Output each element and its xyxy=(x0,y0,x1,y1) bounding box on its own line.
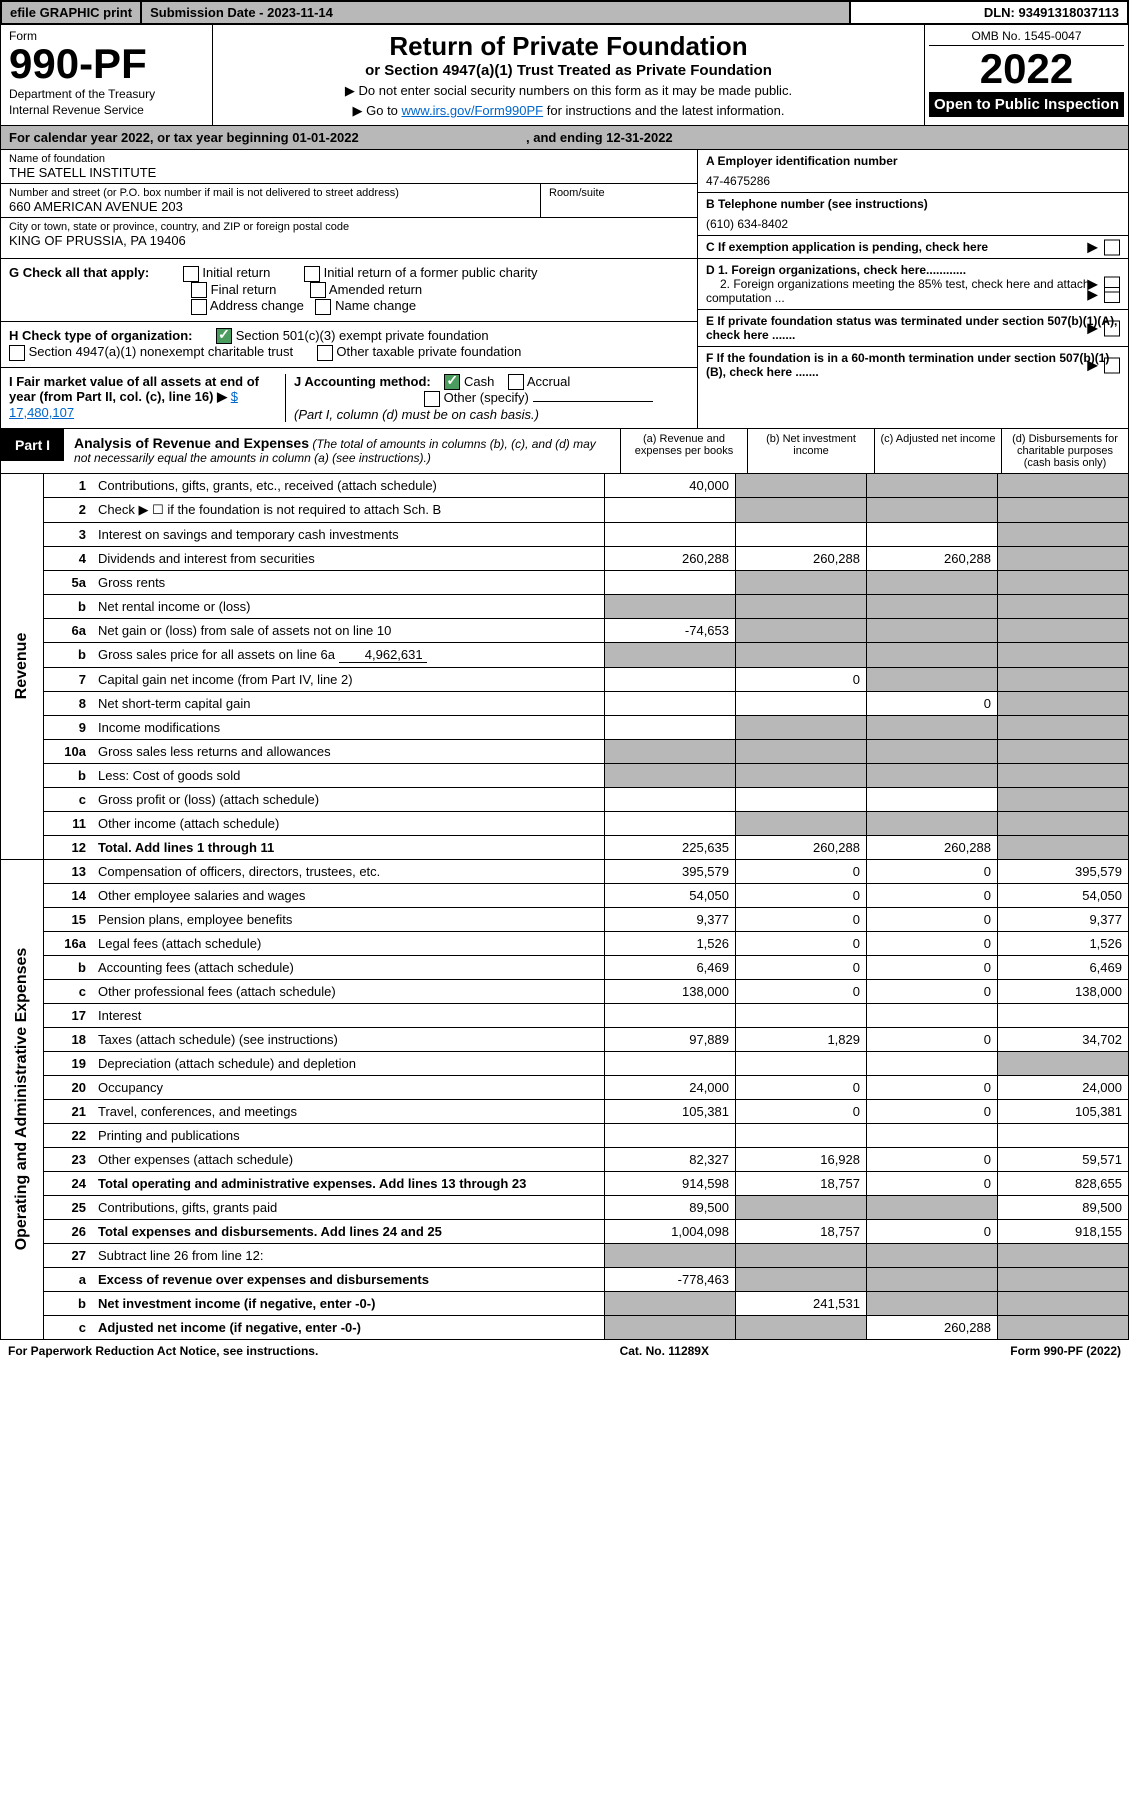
table-row: 16aLegal fees (attach schedule)1,526001,… xyxy=(1,931,1129,955)
arrow-icon: ▶ xyxy=(1087,239,1098,256)
table-row: bGross sales price for all assets on lin… xyxy=(1,642,1129,667)
table-row: 18Taxes (attach schedule) (see instructi… xyxy=(1,1027,1129,1051)
footer-mid: Cat. No. 11289X xyxy=(620,1344,709,1358)
checkbox-c[interactable] xyxy=(1104,239,1120,255)
city-row: City or town, state or province, country… xyxy=(1,218,697,251)
table-row: 2Check ▶ ☐ if the foundation is not requ… xyxy=(1,497,1129,522)
table-row: cGross profit or (loss) (attach schedule… xyxy=(1,787,1129,811)
table-row: 4Dividends and interest from securities2… xyxy=(1,546,1129,570)
box-e: E If private foundation status was termi… xyxy=(698,310,1128,347)
instr-link: ▶ Go to www.irs.gov/Form990PF for instru… xyxy=(219,103,918,119)
checkbox-final[interactable] xyxy=(191,282,207,298)
page-footer: For Paperwork Reduction Act Notice, see … xyxy=(0,1340,1129,1362)
g-row: G Check all that apply: Initial return I… xyxy=(1,259,697,322)
address-row: Number and street (or P.O. box number if… xyxy=(1,184,697,218)
table-row: bNet rental income or (loss) xyxy=(1,594,1129,618)
table-row: aExcess of revenue over expenses and dis… xyxy=(1,1267,1129,1291)
tax-year: 2022 xyxy=(929,46,1124,92)
form-header: Form 990-PF Department of the Treasury I… xyxy=(0,25,1129,126)
footer-right: Form 990-PF (2022) xyxy=(1010,1344,1121,1358)
revenue-table: Revenue1Contributions, gifts, grants, et… xyxy=(0,474,1129,860)
table-row: 14Other employee salaries and wages54,05… xyxy=(1,883,1129,907)
box-b-phone: B Telephone number (see instructions)(61… xyxy=(698,193,1128,236)
checkbox-name[interactable] xyxy=(315,299,331,315)
table-row: 5aGross rents xyxy=(1,570,1129,594)
submission-date: Submission Date - 2023-11-14 xyxy=(142,2,851,23)
table-row: 19Depreciation (attach schedule) and dep… xyxy=(1,1051,1129,1075)
top-bar: efile GRAPHIC print Submission Date - 20… xyxy=(0,0,1129,25)
footer-left: For Paperwork Reduction Act Notice, see … xyxy=(8,1344,318,1358)
checkbox-initial[interactable] xyxy=(183,266,199,282)
h-row: H Check type of organization: Section 50… xyxy=(1,322,697,368)
table-row: 24Total operating and administrative exp… xyxy=(1,1171,1129,1195)
checkbox-other-method[interactable] xyxy=(424,391,440,407)
irs-link[interactable]: www.irs.gov/Form990PF xyxy=(402,103,544,118)
table-row: 8Net short-term capital gain0 xyxy=(1,691,1129,715)
box-d: D 1. Foreign organizations, check here..… xyxy=(698,259,1128,310)
checkbox-address[interactable] xyxy=(191,299,207,315)
table-row: 27Subtract line 26 from line 12: xyxy=(1,1243,1129,1267)
part-label: Part I xyxy=(1,429,64,461)
form-title: Return of Private Foundation xyxy=(219,31,918,62)
expenses-label: Operating and Administrative Expenses xyxy=(13,948,31,1251)
instr-ssn: ▶ Do not enter social security numbers o… xyxy=(219,83,918,99)
ij-row: I Fair market value of all assets at end… xyxy=(1,368,697,428)
table-row: 9Income modifications xyxy=(1,715,1129,739)
box-c: C If exemption application is pending, c… xyxy=(698,236,1128,258)
table-row: Operating and Administrative Expenses13C… xyxy=(1,860,1129,884)
col-d: (d) Disbursements for charitable purpose… xyxy=(1002,429,1128,473)
part-desc: Analysis of Revenue and Expenses (The to… xyxy=(64,429,621,473)
table-row: 22Printing and publications xyxy=(1,1123,1129,1147)
table-row: 11Other income (attach schedule) xyxy=(1,811,1129,835)
form-subtitle: or Section 4947(a)(1) Trust Treated as P… xyxy=(219,62,918,79)
dept-treasury: Department of the Treasury xyxy=(9,87,204,101)
table-row: 3Interest on savings and temporary cash … xyxy=(1,522,1129,546)
col-b: (b) Net investment income xyxy=(748,429,875,473)
box-a-ein: A Employer identification number47-46752… xyxy=(698,150,1128,193)
checkbox-4947[interactable] xyxy=(9,345,25,361)
part1-header: Part I Analysis of Revenue and Expenses … xyxy=(0,429,1129,474)
table-row: 20Occupancy24,0000024,000 xyxy=(1,1075,1129,1099)
revenue-label: Revenue xyxy=(13,633,31,700)
table-row: bAccounting fees (attach schedule)6,4690… xyxy=(1,955,1129,979)
col-c: (c) Adjusted net income xyxy=(875,429,1002,473)
checkbox-d2[interactable] xyxy=(1104,287,1120,303)
calendar-row: For calendar year 2022, or tax year begi… xyxy=(0,126,1129,150)
checkbox-e[interactable] xyxy=(1104,320,1120,336)
omb-number: OMB No. 1545-0047 xyxy=(929,29,1124,46)
table-row: 21Travel, conferences, and meetings105,3… xyxy=(1,1099,1129,1123)
checkbox-accrual[interactable] xyxy=(508,374,524,390)
table-row: 10aGross sales less returns and allowanc… xyxy=(1,739,1129,763)
table-row: 23Other expenses (attach schedule)82,327… xyxy=(1,1147,1129,1171)
table-row: Revenue1Contributions, gifts, grants, et… xyxy=(1,474,1129,498)
table-row: 6aNet gain or (loss) from sale of assets… xyxy=(1,618,1129,642)
table-row: bNet investment income (if negative, ent… xyxy=(1,1291,1129,1315)
expense-table: Operating and Administrative Expenses13C… xyxy=(0,860,1129,1340)
checkbox-cash[interactable] xyxy=(444,374,460,390)
table-row: 15Pension plans, employee benefits9,3770… xyxy=(1,907,1129,931)
irs-label: Internal Revenue Service xyxy=(9,103,204,117)
checkbox-amended[interactable] xyxy=(310,282,326,298)
checkbox-former[interactable] xyxy=(304,266,320,282)
open-to-public: Open to Public Inspection xyxy=(929,92,1124,117)
checkbox-f[interactable] xyxy=(1104,357,1120,373)
table-row: 7Capital gain net income (from Part IV, … xyxy=(1,667,1129,691)
table-row: 25Contributions, gifts, grants paid89,50… xyxy=(1,1195,1129,1219)
form-number: 990-PF xyxy=(9,43,204,85)
table-row: 26Total expenses and disbursements. Add … xyxy=(1,1219,1129,1243)
table-row: cOther professional fees (attach schedul… xyxy=(1,979,1129,1003)
col-a: (a) Revenue and expenses per books xyxy=(621,429,748,473)
table-row: cAdjusted net income (if negative, enter… xyxy=(1,1315,1129,1339)
checkbox-other-tax[interactable] xyxy=(317,345,333,361)
table-row: 17Interest xyxy=(1,1003,1129,1027)
table-row: bLess: Cost of goods sold xyxy=(1,763,1129,787)
checks-block: G Check all that apply: Initial return I… xyxy=(0,259,1129,429)
efile-label: efile GRAPHIC print xyxy=(2,2,142,23)
info-block: Name of foundationTHE SATELL INSTITUTE N… xyxy=(0,150,1129,259)
foundation-name: Name of foundationTHE SATELL INSTITUTE xyxy=(1,150,697,184)
checkbox-501c3[interactable] xyxy=(216,328,232,344)
box-f: F If the foundation is in a 60-month ter… xyxy=(698,347,1128,383)
table-row: 12Total. Add lines 1 through 11225,63526… xyxy=(1,835,1129,859)
dln: DLN: 93491318037113 xyxy=(851,2,1127,23)
